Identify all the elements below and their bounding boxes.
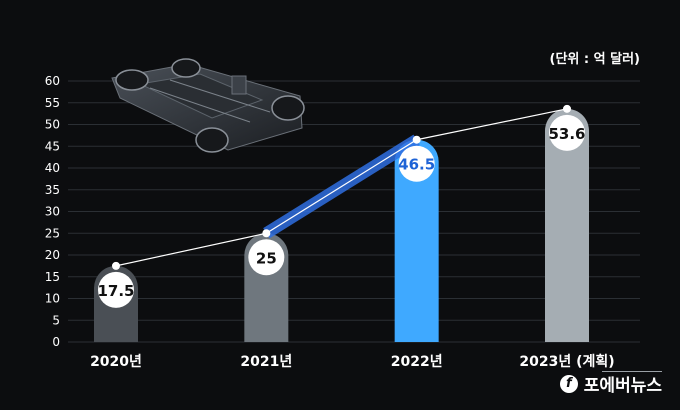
y-tick-label: 45 [45, 139, 60, 153]
y-tick-label: 35 [45, 183, 60, 197]
y-tick-label: 0 [52, 335, 60, 349]
value-label-badge [398, 145, 435, 182]
value-label-badge [549, 114, 585, 151]
y-tick-label: 30 [45, 205, 60, 219]
y-tick-label: 10 [45, 292, 60, 306]
bars [94, 108, 589, 343]
trend-point [262, 229, 271, 238]
y-axis-ticks: 0 5 10 15 20 25 30 35 40 45 50 55 60 [45, 74, 60, 349]
trend-point [412, 135, 421, 144]
y-tick-label: 60 [45, 74, 60, 88]
y-tick-label: 50 [45, 118, 60, 132]
watermark-text: 포에버뉴스 [583, 376, 662, 396]
trend-polyline [115, 108, 568, 267]
y-tick-label: 20 [45, 248, 60, 262]
bar-3 [545, 108, 589, 343]
ev-chassis-platform-image [111, 58, 305, 153]
x-tick-label: 2022년 [391, 354, 443, 370]
trend-point [112, 261, 120, 270]
y-tick-label: 25 [45, 226, 60, 240]
bar-2 [394, 139, 439, 342]
unit-label: (단위 : 억 달러) [549, 52, 640, 67]
trend-line [112, 104, 571, 270]
value-label-badge [248, 239, 285, 276]
value-label-badge [98, 271, 134, 308]
watermark: f 포에버뉴스 [559, 371, 662, 396]
x-tick-label: 2020년 [90, 354, 142, 370]
value-labels: 17.5 25 46.5 53.6 [97, 114, 586, 308]
value-label: 46.5 [398, 156, 435, 174]
f-logo-icon: f [559, 374, 578, 393]
y-tick-label: 5 [52, 313, 60, 327]
y-tick-label: 15 [45, 270, 60, 284]
y-tick-label: 55 [45, 96, 60, 110]
x-tick-label: 2021년 [240, 354, 292, 370]
trend-point [563, 104, 571, 113]
y-tick-label: 40 [45, 161, 60, 175]
watermark-divider [602, 371, 662, 372]
value-label: 17.5 [97, 282, 134, 300]
x-axis-ticks: 2020년 2021년 2022년 2023년 (계획) [90, 353, 615, 370]
x-tick-label: 2023년 (계획) [519, 353, 614, 370]
value-label: 25 [256, 249, 277, 267]
value-label: 53.6 [548, 125, 585, 143]
